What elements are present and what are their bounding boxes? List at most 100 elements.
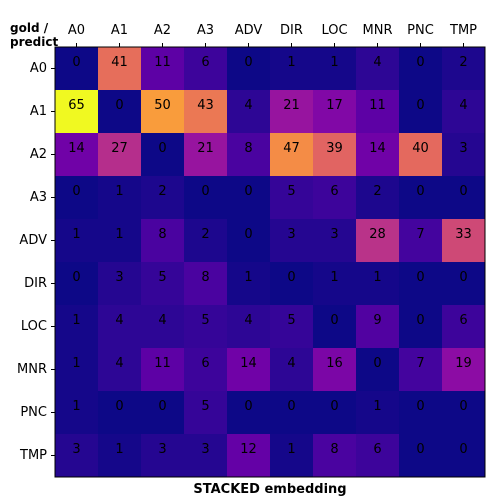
heatmap-cell [442, 348, 486, 392]
cell-value-label: 0 [201, 184, 209, 199]
cell-value-labels: 0 41 11 6 0 1 1 4 0 265 0 50 43 4 21 17 11 0 414 27 0 21 8 47 39… [68, 55, 472, 457]
heatmap-cell [184, 176, 228, 220]
cell-value-label: 0 [244, 55, 252, 70]
cell-value-label: 2 [201, 227, 209, 242]
cell-value-label: 3 [287, 227, 295, 242]
heatmap-cell [98, 133, 142, 177]
heatmap-cell [313, 90, 357, 134]
cell-value-label: 65 [68, 98, 85, 113]
heatmap-cell [442, 391, 486, 435]
heatmap-cell [313, 219, 357, 263]
heatmap-cell [227, 348, 271, 392]
cell-value-label: 1 [115, 227, 123, 242]
y-tick-label: TMP [19, 448, 47, 463]
heatmap-cell [141, 262, 185, 306]
cell-value-label: 1 [373, 270, 381, 285]
cell-value-label: 43 [197, 98, 214, 113]
heatmap-cell [356, 434, 400, 478]
heatmap-cell [98, 262, 142, 306]
y-tick-label: A1 [30, 104, 47, 119]
heatmap-cell [356, 133, 400, 177]
heatmap-cell [442, 133, 486, 177]
heatmap-cell [98, 305, 142, 349]
cell-value-label: 6 [201, 356, 209, 371]
cell-value-label: 3 [201, 442, 209, 457]
heatmap-cell [227, 133, 271, 177]
y-tick-label: MNR [17, 362, 47, 377]
cell-value-label: 12 [240, 442, 257, 457]
heatmap-cell [442, 47, 486, 91]
heatmap-cell [399, 90, 443, 134]
cell-value-label: 39 [326, 141, 343, 156]
heatmap-cell [141, 305, 185, 349]
cell-value-label: 1 [373, 399, 381, 414]
y-axis-ticks: A0 A1 A2 A3 ADV DIR LOC MNR PNC TMP [17, 61, 55, 463]
heatmap-cell [184, 262, 228, 306]
cell-value-label: 1 [72, 356, 80, 371]
heatmap-cell [399, 262, 443, 306]
heatmap-cell [227, 434, 271, 478]
cell-value-label: 2 [373, 184, 381, 199]
cell-value-label: 1 [72, 313, 80, 328]
heatmap-cell [55, 90, 99, 134]
heatmap-cell [399, 305, 443, 349]
heatmap-cell [442, 90, 486, 134]
heatmap-cell [442, 219, 486, 263]
y-tick-label: PNC [20, 405, 47, 420]
heatmap-cell [141, 90, 185, 134]
heatmap-cell [55, 262, 99, 306]
cell-value-label: 0 [158, 399, 166, 414]
x-tick-label: ADV [235, 23, 263, 38]
heatmap-cell [227, 47, 271, 91]
cell-value-label: 1 [330, 270, 338, 285]
cell-value-label: 14 [369, 141, 386, 156]
heatmap-cell [313, 305, 357, 349]
cell-value-label: 0 [72, 184, 80, 199]
heatmap-cell [141, 219, 185, 263]
heatmap-cell [399, 348, 443, 392]
x-tick-label: DIR [280, 23, 303, 38]
heatmap-cell [399, 176, 443, 220]
heatmap-cells [55, 47, 486, 478]
cell-value-label: 1 [244, 270, 252, 285]
y-tick-label: A3 [30, 190, 47, 205]
cell-value-label: 1 [330, 55, 338, 70]
heatmap-cell [227, 391, 271, 435]
heatmap-cell [356, 176, 400, 220]
cell-value-label: 0 [416, 98, 424, 113]
x-axis-ticks: A0 A1 A2 A3 ADV DIR LOC MNR PNC TMP [68, 23, 477, 47]
cell-value-label: 0 [416, 442, 424, 457]
heatmap-cell [399, 133, 443, 177]
x-tick-label: TMP [449, 23, 477, 38]
cell-value-label: 17 [326, 98, 343, 113]
cell-value-label: 16 [326, 356, 343, 371]
heatmap-cell [399, 391, 443, 435]
cell-value-label: 4 [373, 55, 381, 70]
cell-value-label: 0 [287, 399, 295, 414]
y-tick-label: A0 [30, 61, 47, 76]
cell-value-label: 4 [158, 313, 166, 328]
cell-value-label: 14 [240, 356, 257, 371]
x-tick-label: A2 [154, 23, 171, 38]
plot-frame [54, 46, 486, 478]
cell-value-label: 5 [287, 184, 295, 199]
heatmap-cell [184, 219, 228, 263]
cell-value-label: 0 [459, 270, 467, 285]
cell-value-label: 8 [158, 227, 166, 242]
cell-value-label: 8 [330, 442, 338, 457]
cell-value-label: 40 [412, 141, 429, 156]
cell-value-label: 0 [416, 55, 424, 70]
cell-value-label: 9 [373, 313, 381, 328]
cell-value-label: 41 [111, 55, 128, 70]
cell-value-label: 21 [283, 98, 300, 113]
cell-value-label: 4 [115, 313, 123, 328]
cell-value-label: 11 [154, 55, 171, 70]
cell-value-label: 21 [197, 141, 214, 156]
heatmap-cell [356, 348, 400, 392]
cell-value-label: 3 [115, 270, 123, 285]
cell-value-label: 4 [287, 356, 295, 371]
heatmap-cell [184, 434, 228, 478]
heatmap-cell [141, 133, 185, 177]
cell-value-label: 1 [287, 442, 295, 457]
heatmap-cell [442, 262, 486, 306]
